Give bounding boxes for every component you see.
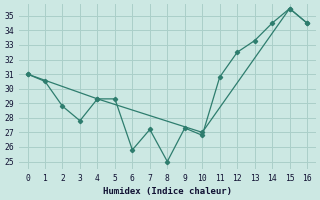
X-axis label: Humidex (Indice chaleur): Humidex (Indice chaleur)	[103, 187, 232, 196]
